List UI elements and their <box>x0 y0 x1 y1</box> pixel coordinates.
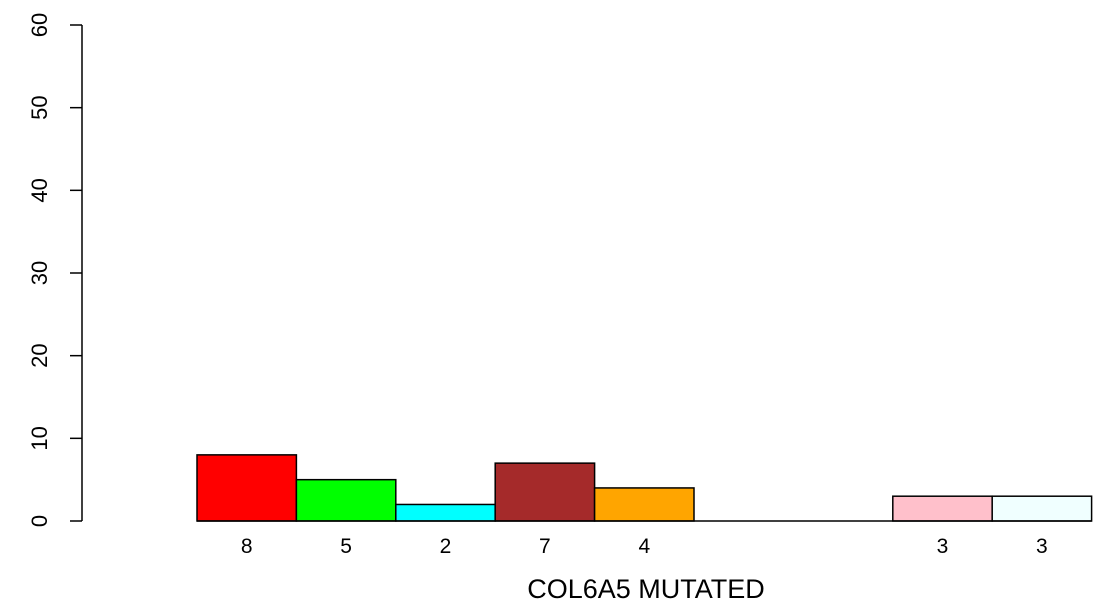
y-tick-label: 10 <box>27 426 52 450</box>
y-tick-label: 60 <box>27 13 52 37</box>
bar <box>295 478 397 522</box>
y-tick-label: 20 <box>27 343 52 367</box>
y-tick-label: 30 <box>27 261 52 285</box>
x-axis-title: COL6A5 MUTATED <box>527 574 765 604</box>
y-tick-label: 40 <box>27 178 52 202</box>
bar-label: 7 <box>539 535 551 558</box>
bar-label: 8 <box>241 535 253 558</box>
bar <box>892 495 993 522</box>
bar <box>991 495 1093 522</box>
bar-label: 2 <box>440 535 452 558</box>
bar <box>395 503 496 522</box>
y-tick-label: 50 <box>27 95 52 119</box>
y-axis: 0 10 20 30 40 50 60 <box>27 13 83 527</box>
bar <box>593 487 695 522</box>
bar-label: 4 <box>638 535 650 558</box>
bar <box>196 454 298 522</box>
bars <box>196 454 1093 522</box>
bar-labels: 8 5 2 7 4 3 3 <box>241 535 1048 558</box>
y-tick-label: 0 <box>27 515 52 527</box>
bar <box>494 462 596 522</box>
bar-label: 3 <box>937 535 949 558</box>
bar-label: 5 <box>340 535 352 558</box>
bar-label: 3 <box>1036 535 1048 558</box>
